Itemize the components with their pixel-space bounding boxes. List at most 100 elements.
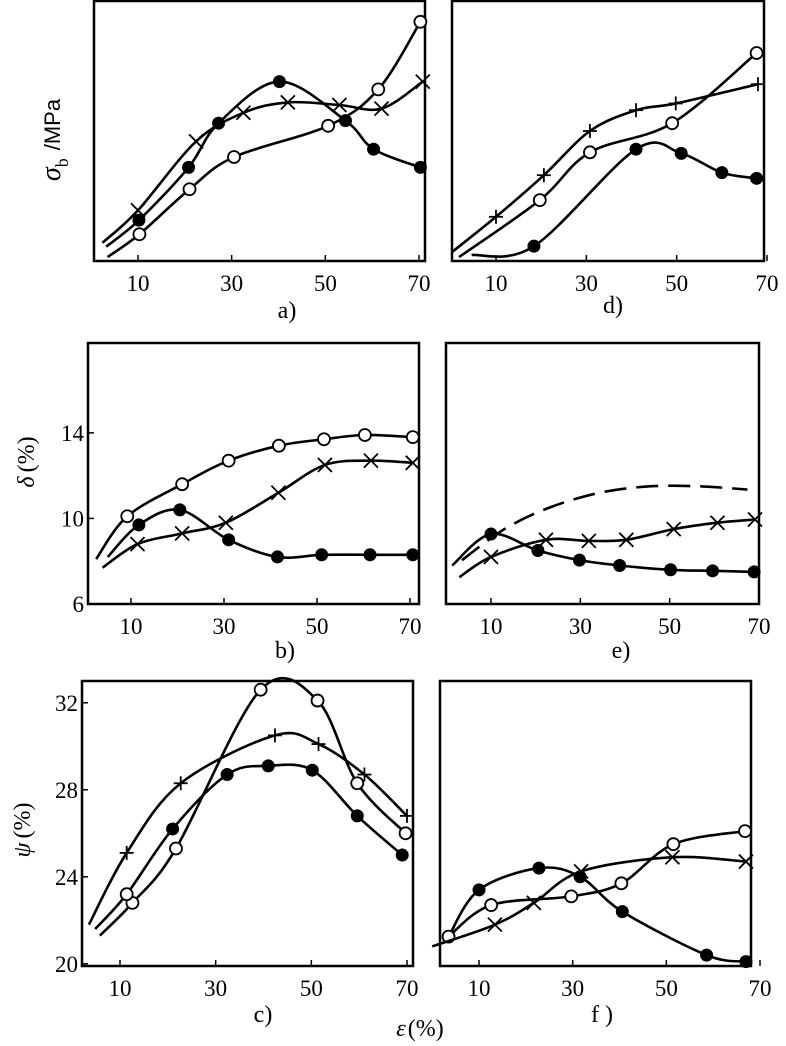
cross-stroke — [280, 94, 296, 111]
data-point-cross — [267, 728, 282, 743]
data-point-cross — [573, 863, 589, 879]
data-point-filled-circle — [531, 544, 545, 558]
panel-b: 10 30 50 70 6 10 14 b) — [61, 341, 422, 664]
data-point-open-circle — [413, 14, 428, 29]
ylabel-unit: (%) — [14, 436, 40, 472]
data-point-open-circle — [321, 118, 336, 133]
data-point-cross — [538, 532, 554, 548]
plot-frame — [80, 679, 415, 968]
data-point-cross — [664, 849, 681, 865]
data-point-cross — [270, 485, 287, 501]
data-point-filled-circle — [613, 558, 627, 572]
series-filled-circle — [105, 75, 427, 248]
data-point-filled-circle — [629, 142, 643, 156]
data-point-open-circle — [119, 887, 134, 902]
series-line — [87, 731, 408, 926]
cross-stroke — [317, 457, 333, 473]
data-point-filled-circle — [484, 527, 498, 541]
x-tick-label: 70 — [408, 271, 431, 296]
data-point-filled-circle — [700, 948, 714, 962]
plot-frame — [92, 0, 427, 263]
x-tick-label: 30 — [204, 976, 227, 1001]
data-point-open-circle — [532, 193, 547, 208]
data-point-filled-circle — [132, 213, 146, 227]
data-point-filled-circle — [166, 822, 180, 836]
data-point-filled-circle — [363, 548, 377, 562]
data-point-cross — [629, 103, 644, 118]
x-tick-label: 30 — [213, 614, 236, 639]
x-tick-label: 10 — [485, 271, 508, 296]
data-point-filled-circle — [270, 550, 284, 564]
data-point-filled-circle — [305, 763, 319, 777]
data-point-filled-circle — [413, 160, 427, 174]
y-tick-label: 10 — [61, 506, 84, 531]
x-tick-label: 30 — [575, 271, 598, 296]
data-point-cross — [738, 853, 754, 870]
data-point-cross — [129, 536, 146, 552]
series-line — [431, 855, 747, 948]
series-filled-circle — [94, 759, 409, 930]
x-tick-label: 70 — [749, 976, 772, 1001]
panel-f: 10 30 50 70 f ) — [431, 679, 772, 1028]
data-point-filled-circle — [747, 565, 761, 579]
data-point-filled-circle — [350, 809, 364, 823]
x-tick-label: 30 — [561, 976, 584, 1001]
series-line — [98, 676, 407, 937]
plot-frame — [450, 0, 766, 263]
svg-text:δ(%): δ (%) — [14, 436, 40, 487]
cross-stroke — [188, 133, 204, 150]
cross-stroke — [526, 895, 542, 911]
data-point-cross — [709, 515, 726, 531]
cross-stroke — [666, 521, 682, 537]
xlabel-unit: (%) — [408, 1016, 444, 1042]
data-point-filled-circle — [739, 955, 753, 969]
data-point-filled-circle — [674, 146, 688, 160]
data-point-open-circle — [221, 453, 236, 468]
xlabel-symbol: ε — [396, 1016, 406, 1042]
panel-c: 10 30 50 70 20 24 28 32 c) — [55, 676, 419, 1028]
x-tick-label: 10 — [127, 271, 150, 296]
data-point-open-circle — [175, 477, 190, 492]
svg-text:σb/MPa: σb/MPa — [36, 98, 72, 181]
series-line — [447, 829, 746, 938]
panel-label: e) — [612, 638, 631, 664]
cross-stroke — [235, 105, 252, 121]
data-point-cross — [119, 845, 134, 860]
cross-stroke — [664, 849, 681, 865]
svg-text:ψ(%): ψ (%) — [10, 803, 36, 858]
data-point-cross — [218, 515, 234, 531]
y-tick-label: 32 — [55, 691, 78, 716]
data-point-cross — [536, 168, 551, 183]
data-point-filled-circle — [222, 533, 236, 547]
data-point-open-circle — [350, 776, 365, 791]
series-line — [106, 21, 422, 259]
plot-frame — [438, 679, 753, 968]
series-line — [461, 484, 748, 562]
cross-stroke — [415, 73, 431, 90]
data-point-filled-circle — [664, 563, 678, 577]
data-point-cross — [405, 455, 421, 471]
cross-stroke — [747, 511, 763, 528]
panel-a: 10 30 50 70 a) — [92, 0, 431, 324]
panel-label: b) — [275, 638, 295, 664]
data-point-filled-circle — [750, 171, 764, 185]
panel-d: 10 30 50 70 d) — [450, 0, 779, 319]
ylabel-subscript: b — [52, 158, 72, 167]
data-point-open-circle — [371, 82, 386, 97]
data-point-cross — [317, 457, 333, 473]
data-point-cross — [331, 97, 348, 113]
cross-stroke — [487, 917, 503, 933]
data-point-cross — [415, 73, 431, 90]
data-point-cross — [357, 767, 372, 782]
data-point-open-circle — [665, 116, 680, 131]
cross-stroke — [174, 525, 190, 542]
x-tick-label: 50 — [300, 976, 323, 1001]
data-point-open-circle — [398, 826, 413, 841]
panels: 10 30 50 70 a) 10 30 50 70 d) 10 30 50 70 6 10 14 b) 10 30 5… — [55, 0, 779, 1028]
series-open-circle — [95, 428, 420, 560]
data-point-filled-circle — [338, 114, 352, 128]
x-tick-label: 50 — [306, 614, 329, 639]
cross-stroke — [573, 863, 589, 879]
series-line — [458, 52, 758, 259]
